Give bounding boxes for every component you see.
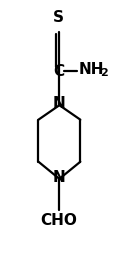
Text: N: N: [52, 96, 65, 112]
Text: S: S: [53, 10, 64, 25]
Text: 2: 2: [101, 68, 108, 78]
Text: N: N: [52, 170, 65, 185]
Text: NH: NH: [79, 62, 104, 77]
Text: CHO: CHO: [40, 213, 77, 229]
Text: C: C: [53, 63, 64, 79]
